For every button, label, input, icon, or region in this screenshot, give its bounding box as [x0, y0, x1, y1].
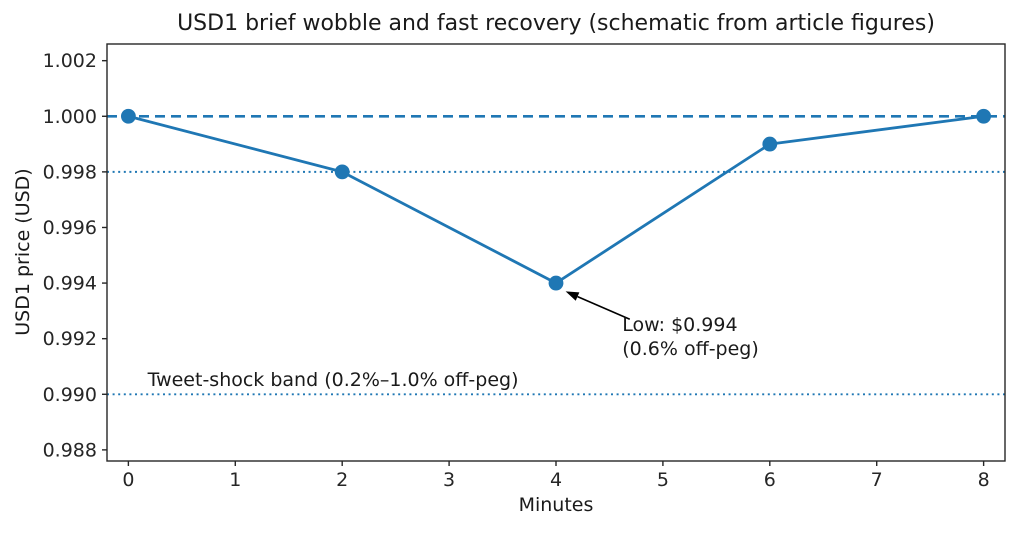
- y-tick-label: 0.994: [43, 273, 97, 295]
- data-point: [334, 164, 350, 180]
- x-axis-label: Minutes: [518, 494, 594, 516]
- chart-title: USD1 brief wobble and fast recovery (sch…: [177, 11, 935, 36]
- x-tick-label: 8: [978, 469, 990, 491]
- y-tick-label: 0.988: [43, 439, 97, 461]
- data-point: [976, 108, 992, 124]
- x-tick-label: 2: [336, 469, 348, 491]
- annotation-arrow-head: [565, 291, 580, 301]
- x-tick-label: 4: [550, 469, 562, 491]
- y-tick-label: 0.998: [43, 161, 97, 183]
- y-tick-label: 0.996: [43, 217, 97, 239]
- y-tick-label: 0.992: [43, 328, 97, 350]
- band-label-text: Tweet-shock band (0.2%–1.0% off-peg): [147, 369, 519, 392]
- low-annotation-text: Low: $0.994 (0.6% off-peg): [622, 313, 759, 360]
- data-point: [120, 108, 136, 124]
- x-tick-label: 0: [122, 469, 134, 491]
- y-tick-label: 1.000: [43, 106, 97, 128]
- x-tick-label: 5: [657, 469, 669, 491]
- annotation-arrow-line: [577, 295, 631, 320]
- y-tick-label: 0.990: [43, 384, 97, 406]
- x-tick-label: 6: [764, 469, 776, 491]
- plot-border: [106, 43, 1006, 462]
- x-tick-label: 7: [871, 469, 883, 491]
- price-line: [128, 114, 984, 285]
- x-tick-label: 3: [443, 469, 455, 491]
- data-point: [548, 275, 564, 291]
- y-axis-label: USD1 price (USD): [12, 168, 34, 336]
- x-tick-label: 1: [229, 469, 241, 491]
- data-point: [762, 136, 778, 152]
- y-tick-label: 1.002: [43, 50, 97, 72]
